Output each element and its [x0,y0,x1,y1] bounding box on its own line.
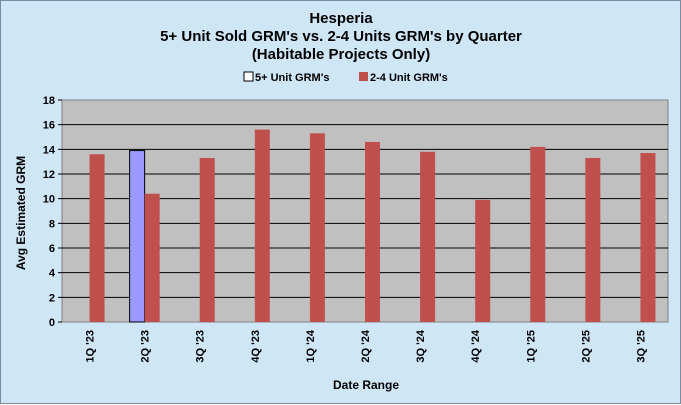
bar-2to4-unit [89,154,105,322]
y-axis-label: Avg Estimated GRM [14,156,28,270]
x-tick-label: 3Q '25 [635,330,647,363]
bar-5plus-unit [129,150,146,323]
y-tick-label: 10 [43,194,55,206]
chart-title-line-1: Hesperia [309,10,373,27]
legend-swatch-2to4 [359,72,368,81]
x-tick-label: 2Q '24 [360,329,372,362]
bar-2to4-unit [420,151,436,322]
bar-2to4-unit [475,199,491,322]
chart-title-line-2: 5+ Unit Sold GRM's vs. 2-4 Units GRM's b… [160,28,522,45]
bar-2to4-unit [530,146,546,322]
y-axis-ticks: 0 2 4 6 8 10 12 14 16 18 [43,95,62,329]
bar-2to4-unit [365,141,380,322]
y-tick-label: 12 [43,169,55,181]
x-tick-label: 1Q '24 [305,329,317,362]
y-tick-label: 4 [49,268,56,280]
y-tick-label: 0 [49,317,55,329]
legend-swatch-5plus [243,71,254,82]
chart-title-line-3: (Habitable Projects Only) [252,46,430,63]
bar-2to4-unit [144,193,160,322]
y-tick-label: 8 [49,218,55,230]
x-tick-label: 4Q '23 [250,330,262,363]
legend: 5+ Unit GRM's 2-4 Unit GRM's [243,71,448,84]
y-tick-label: 16 [43,120,55,132]
bars [89,129,656,323]
x-tick-label: 1Q '23 [85,330,97,363]
x-tick-label: 2Q '23 [140,330,152,363]
x-tick-label: 4Q '24 [470,329,482,362]
y-tick-label: 2 [49,292,55,304]
bar-2to4-unit [254,129,270,322]
bar-2to4-unit [309,133,325,322]
x-axis-label: Date Range [333,378,399,392]
x-tick-label: 3Q '24 [415,329,427,362]
x-tick-label: 1Q '25 [525,330,537,363]
bar-2to4-unit [199,157,215,322]
y-tick-label: 18 [43,95,55,107]
bar-2to4-unit [585,157,601,322]
x-axis-ticks: 1Q '23 2Q '23 3Q '23 4Q '23 1Q '24 2Q '24 3Q '… [85,329,648,362]
chart-title: Hesperia 5+ Unit Sold GRM's vs. 2-4 Unit… [160,10,522,63]
legend-label-5plus: 5+ Unit GRM's [255,72,329,84]
legend-label-2to4: 2-4 Unit GRM's [370,72,448,84]
x-tick-label: 3Q '23 [195,330,207,363]
x-tick-label: 2Q '25 [580,330,592,363]
y-tick-label: 6 [49,243,55,255]
y-tick-label: 14 [43,144,56,156]
bar-2to4-unit [640,153,656,322]
